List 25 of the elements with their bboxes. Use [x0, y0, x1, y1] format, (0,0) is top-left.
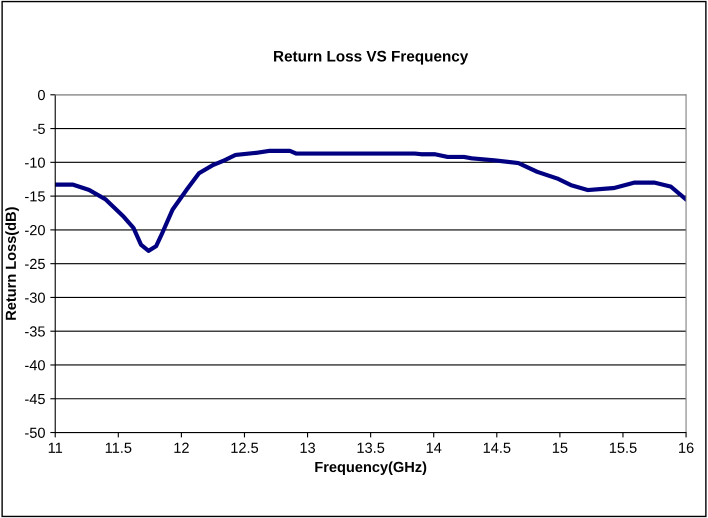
- x-axis-title: Frequency(GHz): [315, 461, 426, 475]
- x-tick-label: 15: [552, 442, 568, 453]
- x-tick-label: 14.5: [484, 442, 510, 453]
- y-tick-label: -15: [25, 191, 45, 202]
- chart-title: Return Loss VS Frequency: [274, 50, 468, 65]
- y-tick-label: -25: [25, 258, 45, 270]
- y-tick-label: -5: [33, 124, 45, 134]
- x-tick-label: 12.5: [231, 442, 258, 453]
- y-tick-label: 0: [38, 90, 45, 100]
- x-tick-label: 11.5: [106, 442, 132, 453]
- y-tick-label: -50: [25, 428, 45, 438]
- y-tick-label: -10: [25, 157, 45, 168]
- x-tick-label: 13.5: [358, 442, 384, 453]
- y-tick-label: -45: [25, 394, 45, 404]
- y-axis-title: Return Loss(dB): [5, 207, 19, 320]
- x-tick-label: 11: [48, 442, 62, 453]
- y-tick-label: -35: [25, 326, 45, 337]
- x-tick-label: 13: [300, 442, 316, 453]
- y-tick-label: -40: [25, 360, 45, 370]
- y-tick-label: -30: [25, 292, 45, 303]
- x-tick-label: 14: [426, 442, 442, 453]
- x-tick-label: 16: [679, 442, 694, 453]
- y-tick-label: -20: [25, 224, 45, 236]
- x-tick-label: 15.5: [610, 442, 637, 453]
- x-tick-label: 12: [174, 442, 189, 453]
